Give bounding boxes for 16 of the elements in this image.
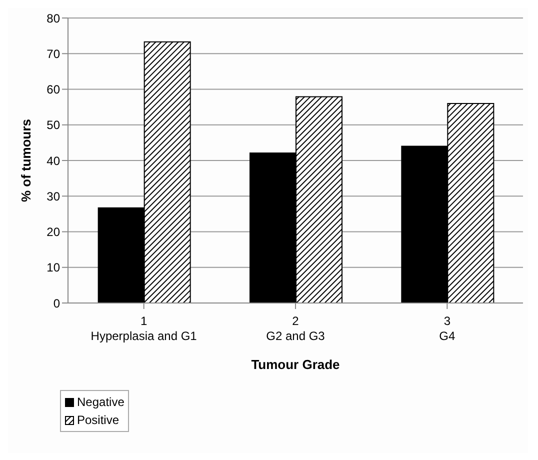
x-tick-label: 3 G4 xyxy=(439,314,456,343)
legend-label: Negative xyxy=(77,394,124,411)
y-tick-label: 80 xyxy=(46,11,60,26)
y-tick-label: 50 xyxy=(46,118,60,132)
x-tick-label: 2 G2 and G3 xyxy=(266,314,326,343)
y-tick-label: 0 xyxy=(53,296,60,310)
y-tick-label: 20 xyxy=(46,225,60,240)
y-tick-label: 30 xyxy=(46,189,60,204)
y-tick-label: 60 xyxy=(46,82,60,97)
y-tick-label: 70 xyxy=(46,46,60,61)
y-axis-title: % of tumours xyxy=(18,118,34,202)
y-tick-label: 10 xyxy=(46,260,60,275)
x-axis-title: Tumour Grade xyxy=(251,357,340,372)
x-tick-label: 1 Hyperplasia and G1 xyxy=(90,314,198,343)
y-tick-label: 40 xyxy=(46,154,60,168)
legend-label: Positive xyxy=(77,412,120,429)
